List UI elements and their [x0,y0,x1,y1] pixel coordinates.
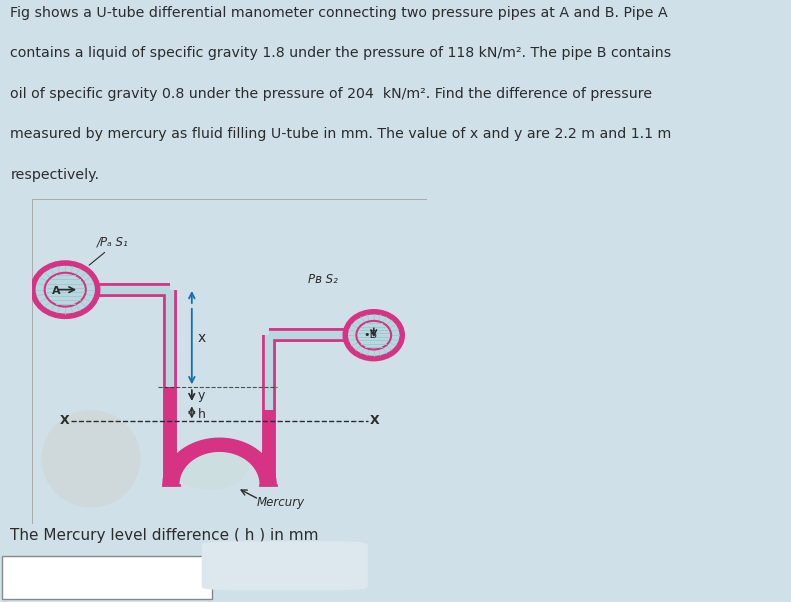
Circle shape [33,263,98,316]
Text: x: x [198,332,206,346]
Ellipse shape [170,441,249,489]
Text: The Mercury level difference ( h ) in mm: The Mercury level difference ( h ) in mm [10,528,319,543]
Text: oil of specific gravity 0.8 under the pressure of 204  kN/m². Find the differenc: oil of specific gravity 0.8 under the pr… [10,87,653,101]
Text: X: X [370,414,380,427]
Text: X–: X– [59,410,73,420]
FancyBboxPatch shape [202,541,368,590]
Text: y: y [198,389,205,402]
Text: •B: •B [363,330,377,341]
Polygon shape [163,438,276,485]
Text: /Pₐ S₁: /Pₐ S₁ [97,236,129,249]
Text: A: A [52,285,61,296]
Text: Fig shows a U-tube differential manometer connecting two pressure pipes at A and: Fig shows a U-tube differential manomete… [10,6,668,20]
Text: respectively.: respectively. [10,168,100,182]
Circle shape [45,273,86,306]
Circle shape [346,312,403,359]
Text: measured by mercury as fluid filling U-tube in mm. The value of x and y are 2.2 : measured by mercury as fluid filling U-t… [10,128,672,141]
Circle shape [357,321,392,350]
Text: h: h [198,408,206,421]
Ellipse shape [42,410,141,507]
FancyBboxPatch shape [2,556,212,598]
Text: Pʙ S₂: Pʙ S₂ [308,273,339,286]
Text: contains a liquid of specific gravity 1.8 under the pressure of 118 kN/m². The p: contains a liquid of specific gravity 1.… [10,46,672,60]
Text: Mercury: Mercury [257,496,305,509]
Text: X: X [59,414,69,427]
